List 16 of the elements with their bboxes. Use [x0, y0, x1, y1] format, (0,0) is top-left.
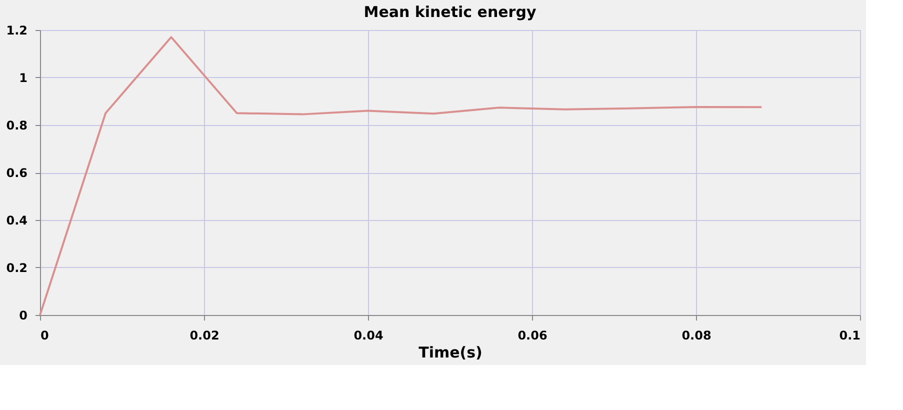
x-axis-title: Time(s) — [418, 344, 482, 362]
y-tick-label: 0.2 — [6, 261, 28, 275]
y-tick-label: 0.6 — [6, 166, 28, 180]
line-series — [39, 36, 763, 316]
x-tick-label: 0 — [40, 328, 49, 342]
y-tick-label: 0.4 — [6, 214, 28, 228]
x-tick-label: 0.02 — [190, 328, 220, 342]
y-tick-label: 1 — [19, 71, 28, 85]
x-tick-label: 0.1 — [839, 328, 860, 342]
y-tick-label: 0 — [19, 308, 28, 322]
chart-title: Mean kinetic energy — [364, 3, 536, 21]
x-tick-label: 0.08 — [682, 328, 712, 342]
x-tick-label: 0.04 — [354, 328, 384, 342]
y-tick-label: 0.8 — [6, 118, 28, 132]
x-tick-label: 0.06 — [518, 328, 548, 342]
y-tick-label: 1.2 — [6, 24, 28, 38]
